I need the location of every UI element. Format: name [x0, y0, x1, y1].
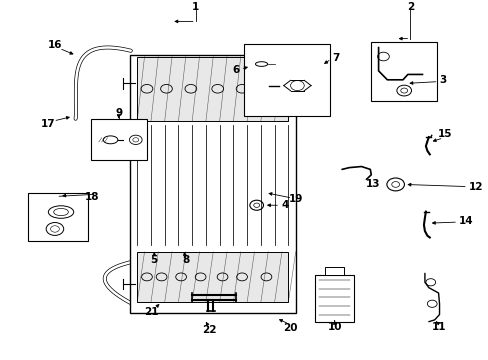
Text: 1: 1 — [192, 2, 199, 12]
Ellipse shape — [48, 206, 74, 218]
Bar — [315, 275, 353, 322]
Bar — [325, 267, 344, 275]
Bar — [244, 44, 329, 116]
Bar — [137, 57, 288, 121]
Ellipse shape — [103, 136, 118, 144]
Ellipse shape — [255, 62, 267, 66]
Text: 10: 10 — [327, 322, 341, 332]
Text: 9: 9 — [115, 108, 122, 118]
Bar — [91, 119, 147, 161]
Text: 11: 11 — [431, 322, 446, 332]
Text: 20: 20 — [283, 323, 298, 333]
Text: 7: 7 — [331, 53, 339, 63]
Ellipse shape — [54, 208, 68, 216]
Text: 2: 2 — [406, 2, 413, 12]
Text: 14: 14 — [458, 216, 473, 226]
Bar — [27, 193, 88, 241]
Text: 4: 4 — [281, 200, 288, 210]
Text: 17: 17 — [41, 118, 56, 129]
Text: 18: 18 — [85, 192, 100, 202]
Bar — [130, 55, 295, 313]
Text: 19: 19 — [288, 194, 302, 204]
Text: 6: 6 — [232, 65, 239, 75]
Text: 8: 8 — [182, 255, 189, 265]
Text: 16: 16 — [48, 40, 62, 50]
Text: 15: 15 — [437, 129, 452, 139]
Text: 3: 3 — [439, 75, 446, 85]
Text: 13: 13 — [365, 179, 379, 189]
Bar — [137, 252, 288, 302]
Text: 21: 21 — [144, 307, 159, 317]
Text: 12: 12 — [468, 182, 482, 192]
Text: 22: 22 — [202, 325, 216, 335]
Text: 5: 5 — [150, 255, 158, 265]
Bar — [370, 42, 436, 101]
